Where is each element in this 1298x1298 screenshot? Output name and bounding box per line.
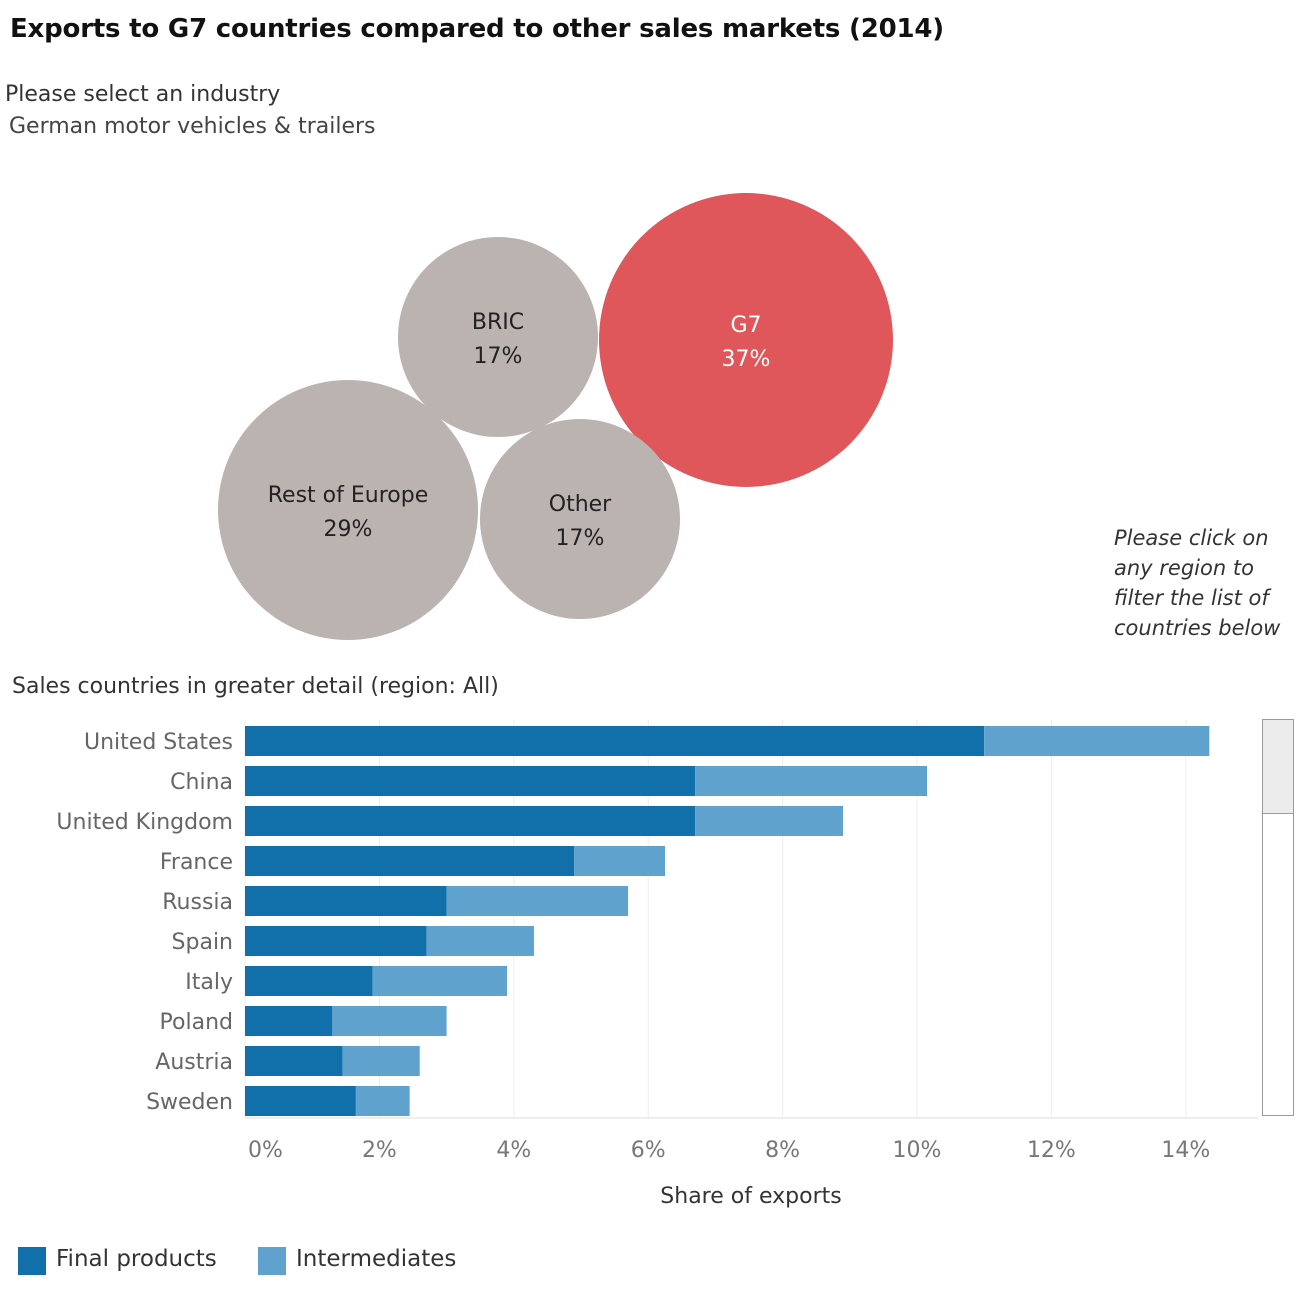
bar-final-products-italy[interactable] [245,966,373,996]
category-label: Spain [172,930,233,955]
bubble-label-rest-of-europe: Rest of Europe [268,483,428,508]
x-axis-title: Share of exports [660,1184,841,1209]
bubble-label-bric: BRIC [472,310,524,335]
category-label: Austria [155,1050,233,1075]
bar-intermediates-italy[interactable] [372,966,508,996]
category-label: China [170,770,233,795]
scrollbar[interactable] [1262,719,1294,1116]
legend-label-intermediates: Intermediates [296,1246,457,1272]
bubble-label-g7: G7 [730,313,761,338]
industry-selector-label: Please select an industry [5,82,281,107]
bubble-value-rest-of-europe: 29% [324,517,373,542]
x-tick-label: 10% [893,1138,942,1163]
bubble-other[interactable]: Other 17% [480,419,680,619]
bubble-circle-other [480,419,680,619]
x-tick-label: 14% [1161,1138,1210,1163]
x-tick-label: 0% [248,1138,283,1163]
bar-intermediates-united-kingdom[interactable] [695,806,844,836]
bar-final-products-sweden[interactable] [245,1086,356,1116]
industry-selector[interactable]: German motor vehicles & trailers [9,114,376,139]
category-label: France [160,850,233,875]
category-label: Poland [160,1010,233,1035]
bubble-bric[interactable]: BRIC 17% [398,237,598,437]
bar-intermediates-france[interactable] [574,846,665,876]
bar-intermediates-china[interactable] [695,766,928,796]
x-tick-label: 12% [1027,1138,1076,1163]
bar-final-products-poland[interactable] [245,1006,333,1036]
bar-intermediates-united-states[interactable] [984,726,1210,756]
detail-chart-title: Sales countries in greater detail (regio… [12,674,499,699]
bar-intermediates-poland[interactable] [332,1006,447,1036]
gridlines [244,720,1187,1118]
bar-final-products-spain[interactable] [245,926,427,956]
bar-final-products-united-kingdom[interactable] [245,806,696,836]
category-label: United Kingdom [56,810,233,835]
bar-final-products-china[interactable] [245,766,696,796]
x-tick-label: 2% [362,1138,397,1163]
bar-intermediates-russia[interactable] [446,886,629,916]
bubble-value-other: 17% [556,526,605,551]
bubble-circle-bric [398,237,598,437]
x-tick-label: 6% [631,1138,666,1163]
x-tick-label: 8% [765,1138,800,1163]
bar-intermediates-spain[interactable] [426,926,534,956]
legend-swatch-intermediates [258,1247,286,1275]
bubble-label-other: Other [549,492,612,517]
bubble-rest-of-europe[interactable]: Rest of Europe 29% [218,380,478,640]
bar-intermediates-sweden[interactable] [355,1086,410,1116]
category-label: United States [84,730,233,755]
filter-hint: Please click on any region to filter the… [1114,526,1281,640]
bubble-value-g7: 37% [722,347,771,372]
page-title: Exports to G7 countries compared to othe… [10,14,944,44]
bar-final-products-russia[interactable] [245,886,447,916]
bar-final-products-austria[interactable] [245,1046,343,1076]
category-label: Russia [162,890,233,915]
bars [245,726,1210,1116]
legend-label-final-products: Final products [56,1246,217,1272]
bar-final-products-france[interactable] [245,846,575,876]
bar-intermediates-austria[interactable] [342,1046,420,1076]
category-label: Italy [185,970,233,995]
bubble-value-bric: 17% [474,344,523,369]
category-label: Sweden [146,1090,233,1115]
scrollbar-thumb[interactable] [1263,720,1293,814]
legend-swatch-final-products [18,1247,46,1275]
bar-final-products-united-states[interactable] [245,726,985,756]
x-tick-label: 4% [496,1138,531,1163]
bubble-circle-g7 [599,193,893,487]
bubble-circle-rest-of-europe [218,380,478,640]
